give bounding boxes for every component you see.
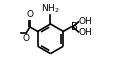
Text: B: B	[71, 22, 78, 32]
Text: OH: OH	[79, 28, 92, 37]
Text: O: O	[23, 34, 30, 43]
Text: NH$_2$: NH$_2$	[41, 2, 60, 15]
Text: O: O	[26, 10, 33, 19]
Text: OH: OH	[79, 17, 92, 26]
